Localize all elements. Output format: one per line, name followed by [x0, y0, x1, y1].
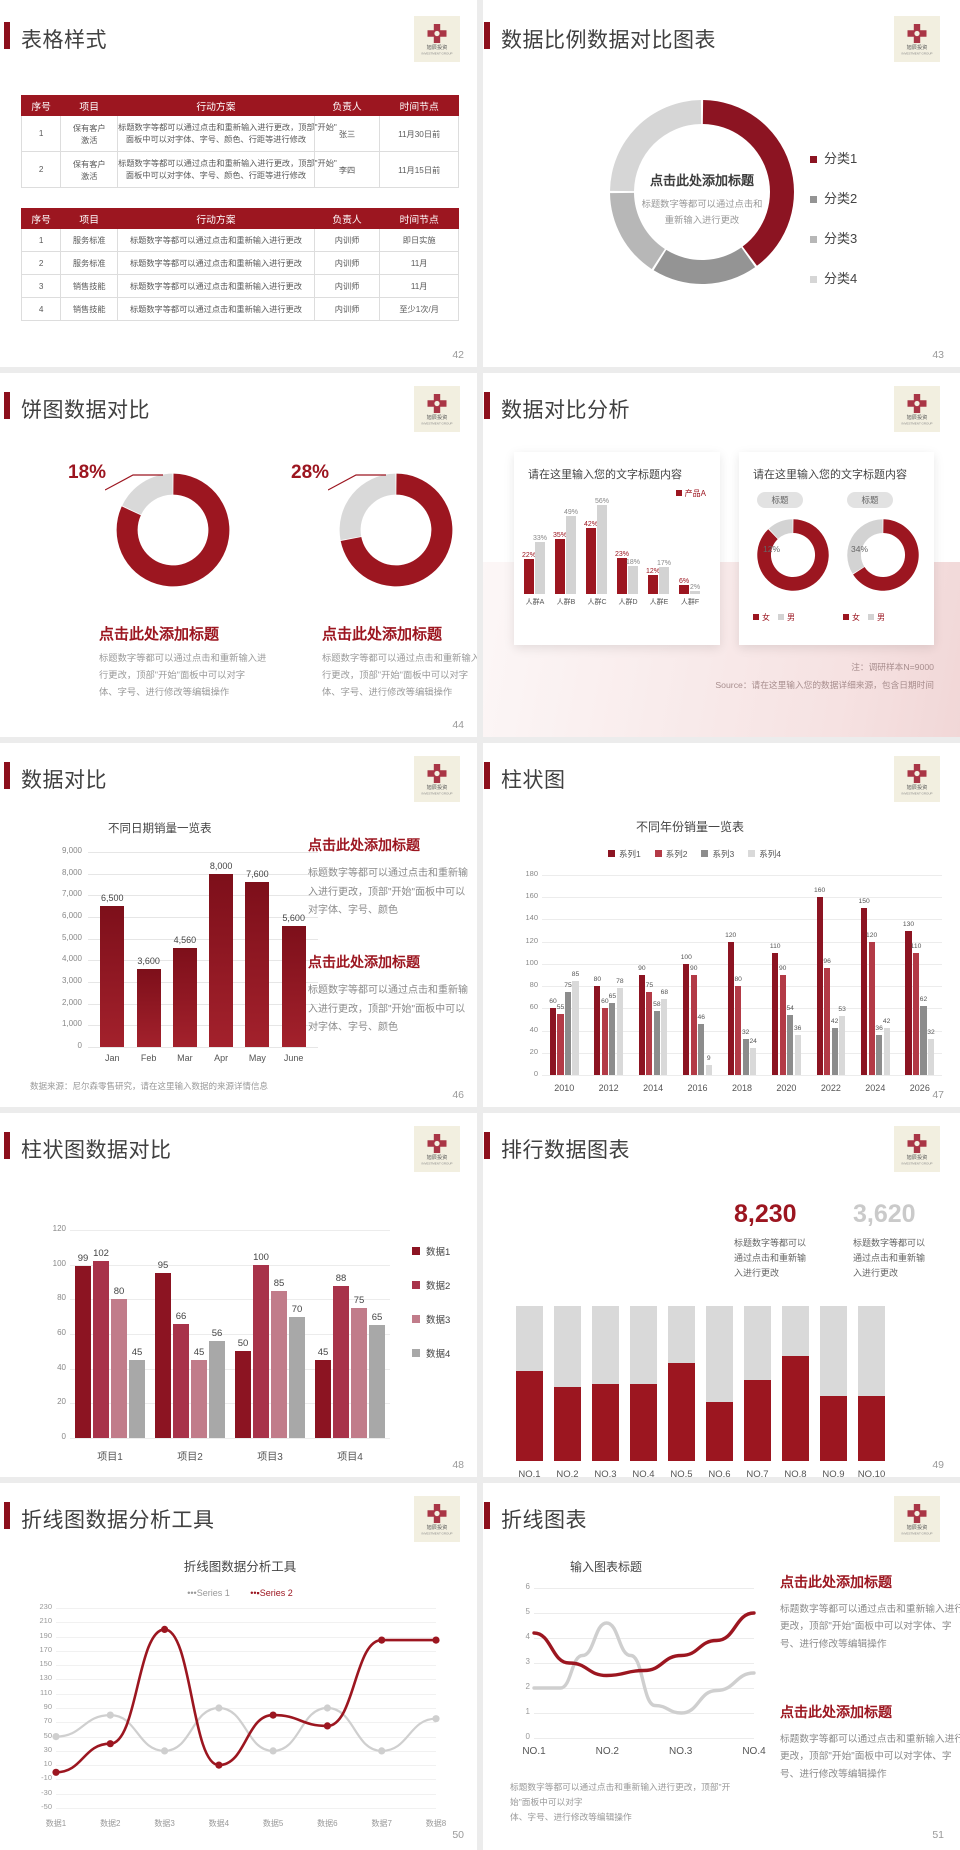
svg-text:INVESTMENT GROUP: INVESTMENT GROUP — [421, 52, 452, 56]
svg-text:旭辰投资: 旭辰投资 — [907, 783, 928, 791]
svg-text:INVESTMENT GROUP: INVESTMENT GROUP — [421, 1162, 452, 1166]
svg-text:INVESTMENT GROUP: INVESTMENT GROUP — [901, 1532, 932, 1536]
svg-text:INVESTMENT GROUP: INVESTMENT GROUP — [421, 422, 452, 426]
svg-text:旭辰投资: 旭辰投资 — [907, 413, 928, 421]
svg-text:INVESTMENT GROUP: INVESTMENT GROUP — [901, 792, 932, 796]
svg-text:旭辰投资: 旭辰投资 — [427, 1153, 448, 1161]
svg-text:INVESTMENT GROUP: INVESTMENT GROUP — [421, 1532, 452, 1536]
svg-text:旭辰投资: 旭辰投资 — [427, 783, 448, 791]
svg-text:INVESTMENT GROUP: INVESTMENT GROUP — [901, 1162, 932, 1166]
svg-text:旭辰投资: 旭辰投资 — [427, 413, 448, 421]
svg-text:旭辰投资: 旭辰投资 — [907, 43, 928, 51]
svg-text:INVESTMENT GROUP: INVESTMENT GROUP — [901, 52, 932, 56]
svg-text:INVESTMENT GROUP: INVESTMENT GROUP — [421, 792, 452, 796]
svg-text:INVESTMENT GROUP: INVESTMENT GROUP — [901, 422, 932, 426]
svg-text:旭辰投资: 旭辰投资 — [907, 1523, 928, 1531]
svg-text:旭辰投资: 旭辰投资 — [427, 43, 448, 51]
svg-text:旭辰投资: 旭辰投资 — [427, 1523, 448, 1531]
svg-text:旭辰投资: 旭辰投资 — [907, 1153, 928, 1161]
